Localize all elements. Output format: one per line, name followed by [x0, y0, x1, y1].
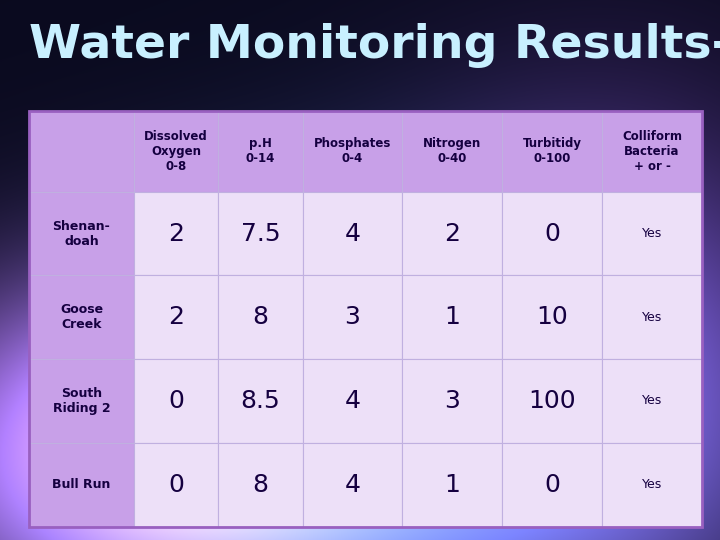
Bar — [503, 111, 602, 192]
Text: 8: 8 — [253, 305, 269, 329]
Text: 3: 3 — [345, 305, 361, 329]
Text: 4: 4 — [345, 221, 361, 246]
Text: Shenan-
doah: Shenan- doah — [53, 220, 110, 248]
Text: Goose
Creek: Goose Creek — [60, 303, 103, 332]
Text: 2: 2 — [168, 221, 184, 246]
Bar — [134, 192, 218, 275]
Bar — [218, 443, 302, 526]
Bar — [503, 359, 602, 443]
Bar — [29, 192, 134, 275]
Bar — [29, 275, 134, 359]
Text: 2: 2 — [168, 305, 184, 329]
Text: 1: 1 — [444, 305, 460, 329]
Bar — [218, 192, 302, 275]
Bar — [302, 275, 402, 359]
Text: Colliform
Bacteria
+ or -: Colliform Bacteria + or - — [622, 130, 682, 173]
Bar — [302, 359, 402, 443]
Bar — [29, 443, 134, 526]
Bar — [503, 275, 602, 359]
Text: 8: 8 — [253, 472, 269, 497]
Text: Yes: Yes — [642, 478, 662, 491]
Bar — [503, 192, 602, 275]
Bar — [402, 443, 503, 526]
Bar — [302, 192, 402, 275]
Text: Yes: Yes — [642, 311, 662, 324]
Text: Water Monitoring Results-: Water Monitoring Results- — [29, 23, 720, 69]
Bar — [29, 111, 702, 526]
Bar — [402, 192, 503, 275]
Bar — [218, 359, 302, 443]
Bar — [402, 359, 503, 443]
Bar — [302, 443, 402, 526]
Bar — [402, 111, 503, 192]
Text: Yes: Yes — [642, 227, 662, 240]
Text: 8.5: 8.5 — [240, 389, 280, 413]
Bar — [602, 111, 702, 192]
Text: Phosphates
0-4: Phosphates 0-4 — [314, 137, 391, 165]
Text: 0: 0 — [168, 472, 184, 497]
Text: 0: 0 — [544, 472, 560, 497]
Text: 0: 0 — [544, 221, 560, 246]
Bar — [134, 111, 218, 192]
Bar — [302, 111, 402, 192]
Bar — [134, 275, 218, 359]
Text: 4: 4 — [345, 389, 361, 413]
Bar — [218, 275, 302, 359]
Bar — [503, 443, 602, 526]
Text: Yes: Yes — [642, 395, 662, 408]
Bar — [602, 443, 702, 526]
Text: 0: 0 — [168, 389, 184, 413]
Bar — [134, 443, 218, 526]
Text: Turbitidy
0-100: Turbitidy 0-100 — [523, 137, 582, 165]
Text: 7.5: 7.5 — [240, 221, 280, 246]
Text: 1: 1 — [444, 472, 460, 497]
Bar — [602, 192, 702, 275]
Bar — [134, 359, 218, 443]
Text: Dissolved
Oxygen
0-8: Dissolved Oxygen 0-8 — [144, 130, 208, 173]
Bar — [402, 275, 503, 359]
Bar — [218, 111, 302, 192]
Bar — [29, 359, 134, 443]
Text: South
Riding 2: South Riding 2 — [53, 387, 110, 415]
Text: Nitrogen
0-40: Nitrogen 0-40 — [423, 137, 482, 165]
Bar — [602, 359, 702, 443]
Text: 4: 4 — [345, 472, 361, 497]
Text: p.H
0-14: p.H 0-14 — [246, 137, 275, 165]
Text: 10: 10 — [536, 305, 568, 329]
Text: 2: 2 — [444, 221, 460, 246]
Text: 100: 100 — [528, 389, 576, 413]
Bar — [602, 275, 702, 359]
Text: 3: 3 — [444, 389, 460, 413]
Bar — [29, 111, 134, 192]
Text: Bull Run: Bull Run — [53, 478, 111, 491]
